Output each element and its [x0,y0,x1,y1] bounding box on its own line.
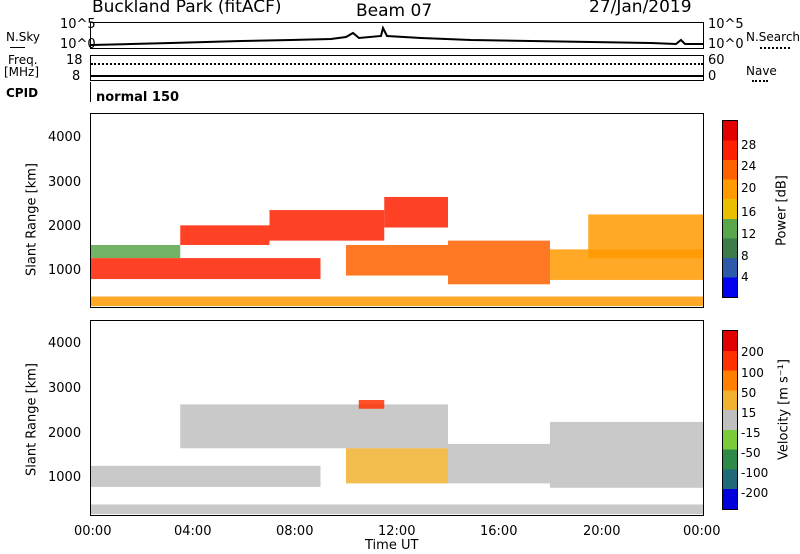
xtick: 08:00 [276,524,314,539]
power-cb-tick: 12 [741,227,757,241]
velocity-ylabel: Slant Range [km] [24,363,40,476]
power-ytick: 4000 [48,130,82,145]
power-cell [346,244,448,276]
velocity-cell [550,421,703,488]
power-panel-frame [90,113,704,308]
cpid-mode: normal 150 [96,90,180,105]
noise-right-legend-line [760,47,790,49]
nave-label: Nave [746,64,777,78]
velocity-cell [346,448,448,484]
velocity-cell [448,443,550,484]
beam-label: Beam 07 [356,1,433,21]
freq-label-line2: [MHz] [4,65,40,79]
velocity-cell [91,465,321,487]
chart-title: Buckland Park (fitACF) [92,0,282,17]
nave-legend-line [752,80,768,82]
velocity-cb-tick: 50 [741,386,757,400]
power-cell [91,258,321,280]
freq-tick-bottom-left: 8 [72,69,81,84]
noise-tick-top-left: 10^5 [60,17,96,32]
power-colorbar [722,120,738,298]
freq-trace [91,75,703,77]
power-cell [91,244,181,259]
noise-tick-top-right: 10^5 [708,17,744,32]
power-cb-tick: 8 [741,249,749,263]
power-ytick: 3000 [48,175,82,190]
velocity-cb-tick: -15 [741,426,761,440]
power-cb-tick: 16 [741,205,757,219]
velocity-cb-tick: -100 [741,466,769,480]
noise-right-label: N.Search [746,30,800,44]
xtick: 04:00 [174,524,212,539]
velocity-ytick: 2000 [48,426,82,441]
velocity-cb-tick: -200 [741,486,769,500]
velocity-cell [180,404,448,449]
xtick: 16:00 [480,524,518,539]
noise-tick-bottom-left: 10^0 [60,37,96,52]
power-cb-tick: 24 [741,159,757,173]
power-cb-tick: 28 [741,138,757,152]
power-cell [384,196,448,228]
velocity-cell [91,504,703,515]
power-cell [448,240,550,285]
power-ytick: 1000 [48,263,82,278]
freq-tick-bottom-right: 0 [708,69,717,84]
power-cell [91,296,703,307]
velocity-colorbar [722,330,738,510]
xtick: 20:00 [583,524,621,539]
power-ylabel: Slant Range [km] [24,163,40,276]
power-cell [269,210,385,241]
cpid-label: CPID [6,86,39,100]
noise-tick-bottom-right: 10^0 [708,37,744,52]
velocity-cb-title: Velocity [m s⁻¹] [776,359,792,460]
velocity-cb-tick: -50 [741,446,761,460]
velocity-cell [358,400,385,409]
cpid-marker [90,82,91,102]
velocity-cb-tick: 200 [741,345,764,359]
velocity-ytick: 4000 [48,336,82,351]
noise-left-legend-line [10,47,25,48]
power-ytick: 2000 [48,219,82,234]
power-cb-tick: 4 [741,270,749,284]
date-label: 27/Jan/2019 [589,0,692,17]
velocity-ytick: 1000 [48,470,82,485]
freq-panel [90,55,704,81]
noise-trace [91,25,703,46]
power-cell [588,214,703,259]
velocity-ytick: 3000 [48,381,82,396]
velocity-panel-frame [90,320,704,516]
freq-tick-top-left: 18 [66,53,83,68]
noise-left-label: N.Sky [6,30,41,44]
noise-panel [90,22,704,49]
freq-tick-top-right: 60 [708,53,725,68]
xtick: 00:00 [74,524,112,539]
xtick: 12:00 [378,524,416,539]
xlabel: Time UT [365,538,419,553]
power-cell [180,225,270,245]
xtick: 00:00 [683,524,721,539]
velocity-cb-tick: 100 [741,366,764,380]
freq-label-line1: Freq. [8,53,38,67]
velocity-cb-tick: 15 [741,406,757,420]
power-cb-tick: 20 [741,181,757,195]
power-cb-title: Power [dB] [774,175,790,246]
nave-trace [91,63,703,65]
